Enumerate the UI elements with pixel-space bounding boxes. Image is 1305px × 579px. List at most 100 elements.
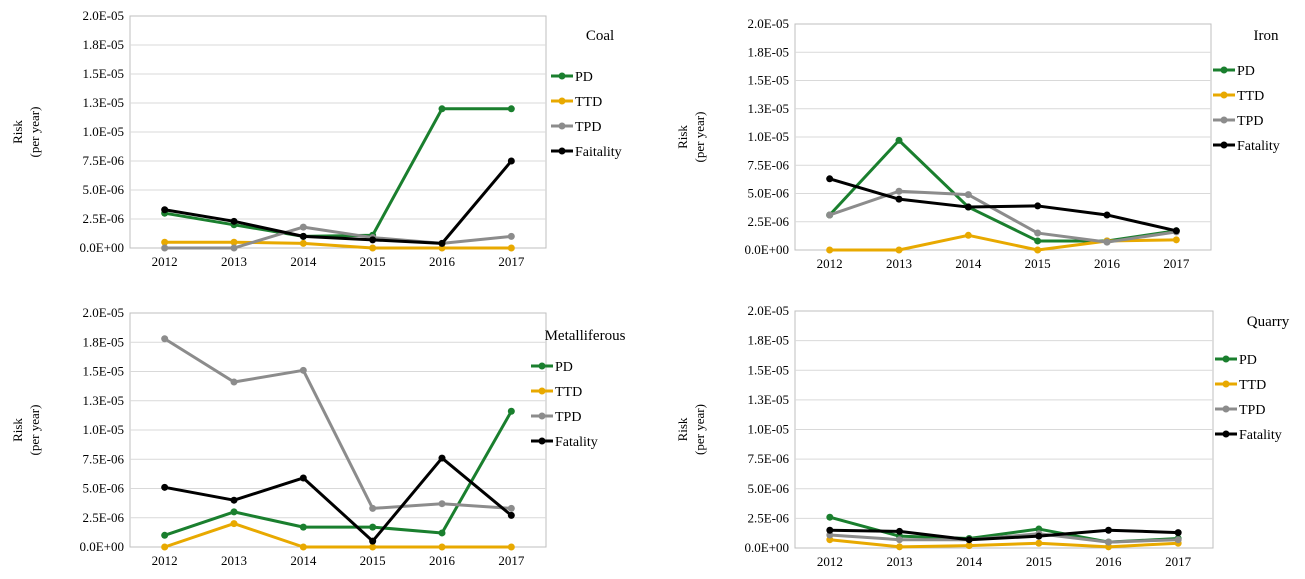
metalliferous-series-pd-point [299, 523, 307, 531]
coal-ytick-label: 0.0E+00 [79, 240, 124, 255]
metalliferous-series-tpd-point [369, 504, 377, 512]
metalliferous-series-fatality-point [230, 496, 238, 504]
quarry-legend-ttd-marker [1222, 380, 1230, 388]
coal-series-tpd-line [164, 225, 512, 250]
quarry-series-fatality-line [829, 528, 1179, 542]
coal-ytick-label: 2.5E-06 [82, 211, 124, 226]
metalliferous-series-pd-point [230, 508, 238, 516]
iron-ytick-label: 1.8E-05 [747, 44, 789, 59]
iron-legend-tpd-label: TPD [1237, 114, 1263, 129]
iron-series-fatality-point [1034, 202, 1042, 210]
iron-series-tpd-point [826, 211, 834, 219]
quarry-series-fatality-point [896, 527, 903, 535]
coal-legend-tpd-marker [558, 122, 566, 130]
iron-xtick-label: 2012 [817, 256, 843, 271]
iron-xtick-label: 2015 [1025, 256, 1051, 271]
quarry-legend-fatality-marker [1222, 430, 1230, 438]
iron-series-pd-line [828, 138, 1177, 243]
quarry-ylabel: Risk (per year) [675, 404, 707, 455]
metalliferous-series-tpd-point [230, 378, 238, 386]
quarry-ytick-label: 0.0E+00 [744, 540, 789, 555]
coal-legend-ttd-marker [558, 97, 566, 105]
metalliferous-xtick-label: 2016 [429, 553, 456, 568]
metalliferous-series-fatality-point [438, 454, 446, 462]
metalliferous-legend-ttd-marker [538, 387, 546, 395]
metalliferous-series-fatality-point [369, 537, 377, 545]
iron-legend-tpd-marker [1220, 116, 1228, 124]
metalliferous-legend-pd-marker [538, 362, 546, 370]
quarry-series-fatality-point [826, 526, 834, 534]
iron-legend-pd-marker [1220, 66, 1228, 74]
iron-series-fatality-point [1172, 227, 1180, 235]
metalliferous-series-fatality-point [161, 483, 169, 491]
metalliferous-ytick-label: 5.0E-06 [82, 481, 124, 496]
metalliferous-series-tpd-point [161, 335, 169, 343]
metalliferous-xtick-label: 2013 [221, 553, 247, 568]
coal-ytick-label: 7.5E-06 [82, 153, 124, 168]
coal-series-pd-point [507, 105, 515, 113]
coal-series-faitality-line [164, 160, 513, 245]
quarry-series-ttd-point [896, 543, 903, 551]
metalliferous-series-fatality-point [299, 474, 307, 482]
quarry-series-ttd-line [829, 538, 1179, 549]
metalliferous-xtick-label: 2012 [152, 553, 178, 568]
metalliferous-legend-tpd-marker [538, 412, 546, 420]
metalliferous-chart-title: Metalliferous [545, 328, 626, 344]
coal-xtick-label: 2014 [290, 254, 317, 269]
metalliferous-series-tpd-line [163, 337, 512, 510]
quarry-series-fatality-point [1174, 529, 1182, 537]
quarry-legend-pd-marker [1222, 355, 1230, 363]
iron-chart-title: Iron [1254, 28, 1279, 44]
iron-ytick-label: 2.0E-05 [747, 16, 789, 31]
iron-legend-ttd-marker [1220, 91, 1228, 99]
quarry-ytick-label: 5.0E-06 [747, 481, 789, 496]
coal-legend-faitality-label: Faitality [575, 145, 622, 160]
metalliferous-xtick-label: 2015 [360, 553, 386, 568]
iron-series-tpd-point [895, 187, 903, 195]
quarry-xtick-label: 2015 [1026, 554, 1052, 569]
metalliferous-ytick-label: 1.8E-05 [82, 334, 124, 349]
iron-series-ttd-point [1172, 236, 1180, 244]
iron-legend-fatality-marker [1220, 141, 1228, 149]
metalliferous-series-pd-point [369, 523, 377, 531]
metalliferous-series-fatality-line [164, 456, 513, 543]
coal-ytick-label: 1.0E-05 [82, 124, 124, 139]
metalliferous-series-tpd-point [299, 366, 307, 374]
coal-legend-tpd-label: TPD [575, 120, 601, 135]
coal-ylabel: Risk (per year) [10, 107, 42, 158]
metalliferous-ytick-label: 2.0E-05 [82, 305, 124, 320]
quarry-ytick-label: 1.3E-05 [747, 392, 789, 407]
coal-xtick-label: 2015 [360, 254, 386, 269]
metalliferous-ytick-label: 2.5E-06 [82, 510, 124, 525]
chart-iron: 0.0E+00 2.5E-06 5.0E-06 7.5E-06 1.0E-05 1.3E-… [652, 0, 1305, 287]
coal-series-faitality-point [161, 206, 169, 214]
coal-series-ttd-point [161, 238, 169, 246]
iron-xtick-label: 2013 [886, 256, 912, 271]
metalliferous-legend-tpd-label: TPD [555, 410, 581, 425]
iron-ytick-label: 2.5E-06 [747, 214, 789, 229]
quarry-series-ttd-point [1035, 539, 1043, 547]
metalliferous-series-ttd-point [299, 543, 307, 551]
metalliferous-series-pd-point [438, 529, 446, 537]
chart-quarry: 0.0E+00 2.5E-06 5.0E-06 7.5E-06 1.0E-05 1.3E-… [652, 287, 1305, 574]
metalliferous-series-fatality-point [507, 511, 515, 519]
coal-xtick-label: 2012 [152, 254, 178, 269]
metalliferous-series-pd-point [507, 407, 515, 415]
quarry-legend-ttd-label: TTD [1239, 378, 1266, 393]
coal-xtick-label: 2016 [429, 254, 456, 269]
metalliferous-series-ttd-point [369, 543, 377, 551]
chart-metalliferous: 0.0E+00 2.5E-06 5.0E-06 7.5E-06 1.0E-05 1.3E-… [0, 287, 652, 574]
metalliferous-series-ttd-point [161, 543, 169, 551]
iron-series-pd-point [895, 136, 903, 144]
iron-series-fatality-point [964, 203, 972, 211]
iron-xtick-label: 2016 [1094, 256, 1121, 271]
metalliferous-legend-ttd-label: TTD [555, 385, 582, 400]
coal-series-faitality-point [438, 239, 446, 247]
iron-series-tpd-line [829, 189, 1177, 244]
coal-series-pd-point [438, 105, 446, 113]
coal-ytick-label: 1.3E-05 [82, 95, 124, 110]
iron-series-fatality-point [895, 195, 903, 203]
iron-ytick-label: 1.5E-05 [747, 73, 789, 88]
chart-quarry-svg: 0.0E+00 2.5E-06 5.0E-06 7.5E-06 1.0E-05 1.3E-… [675, 303, 1290, 569]
coal-series-faitality-point [369, 236, 377, 244]
